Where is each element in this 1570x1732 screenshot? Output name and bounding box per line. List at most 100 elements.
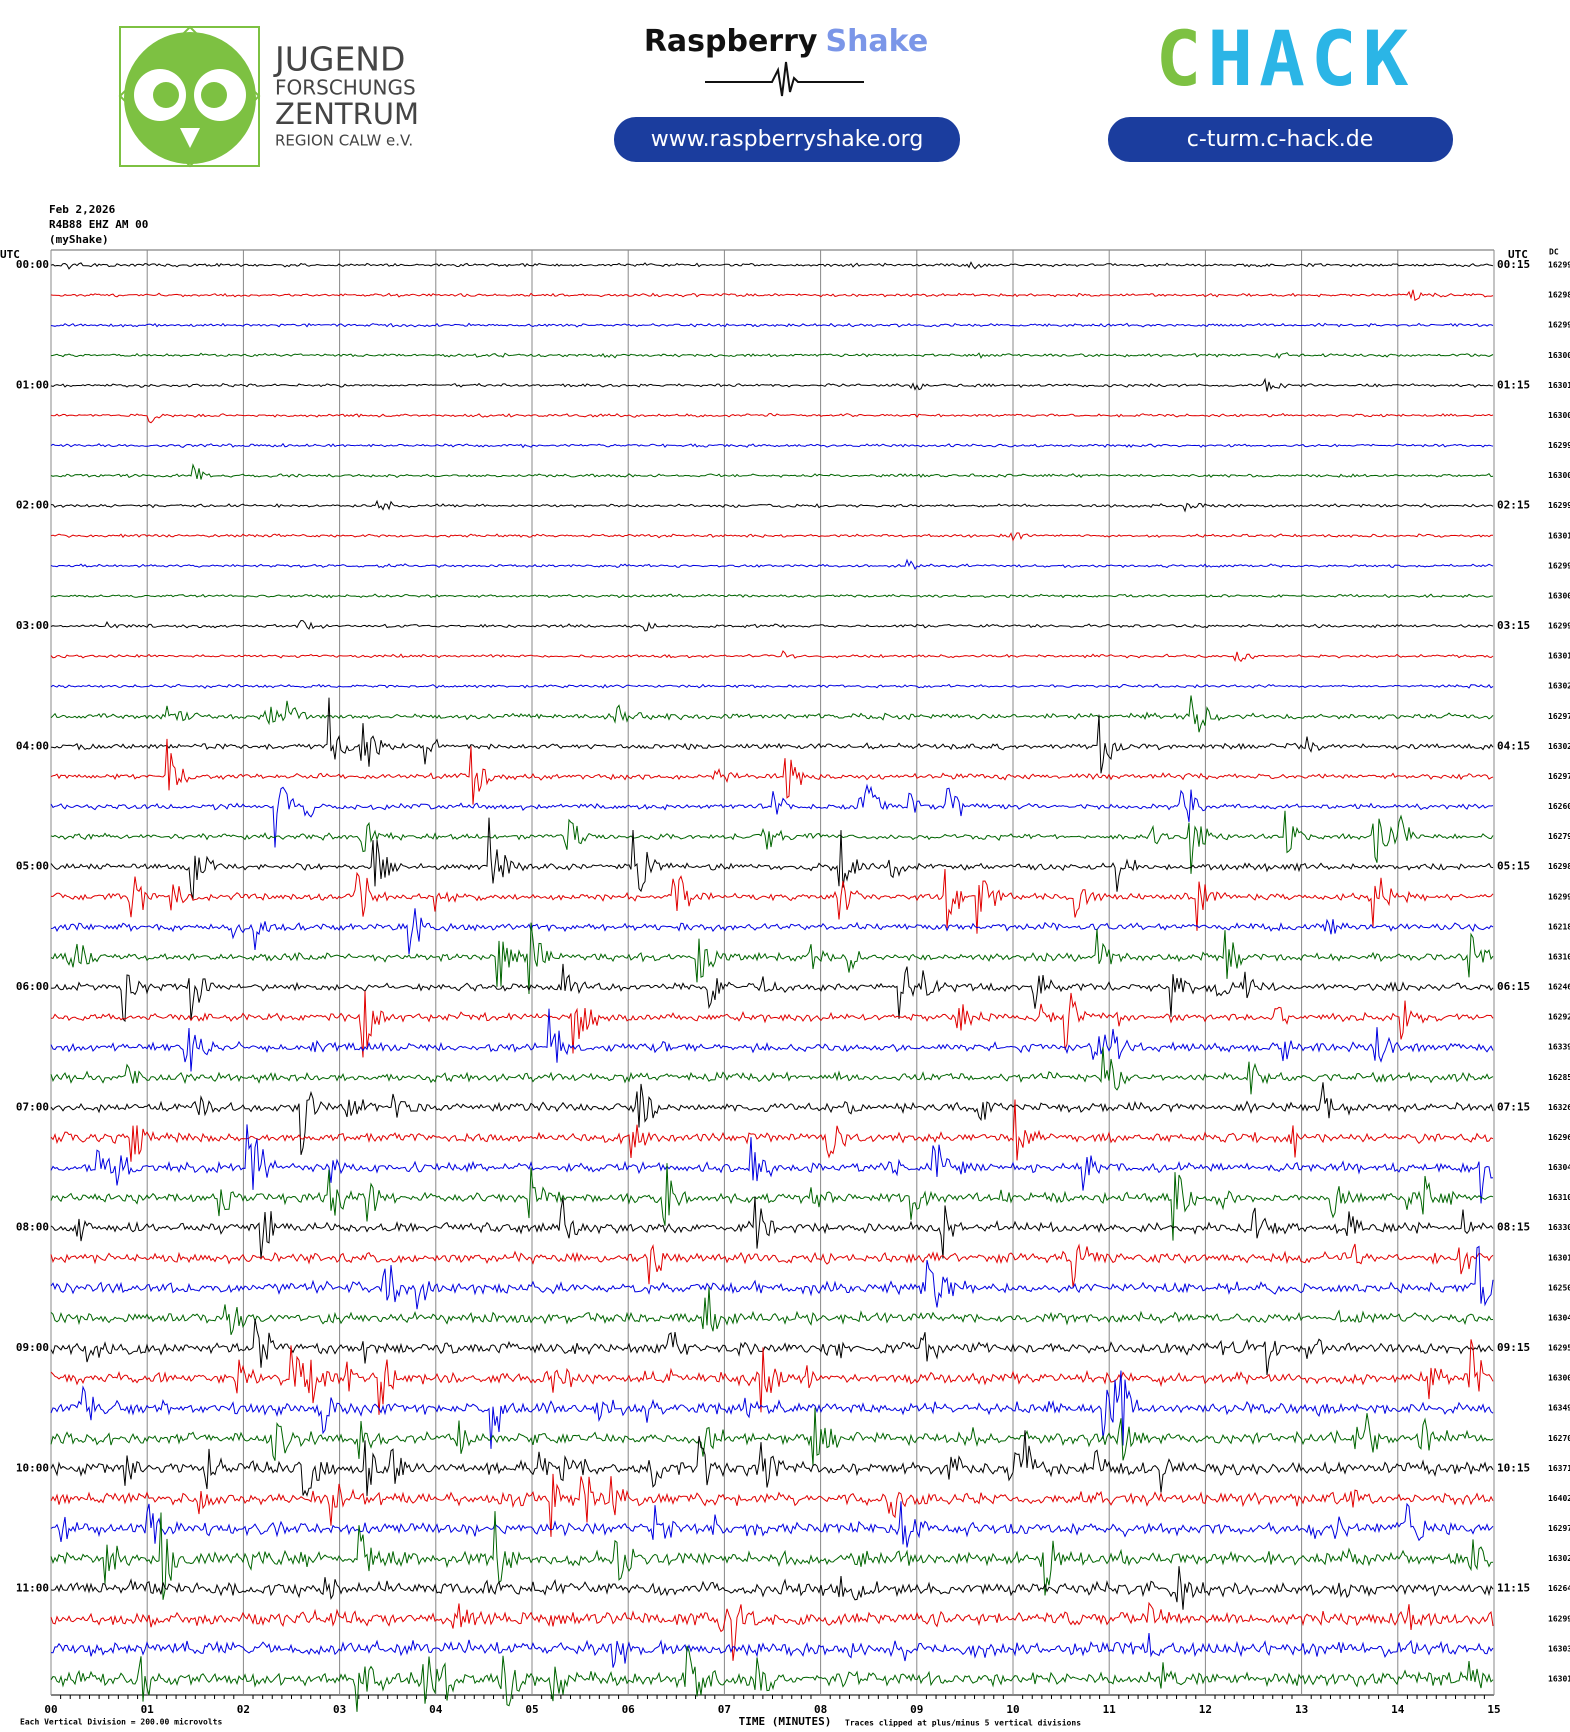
trace	[50, 1196, 1494, 1260]
x-tick-label: 11	[1103, 1703, 1117, 1716]
trace	[50, 619, 1494, 632]
scale-note: Each Vertical Division = 200.00 microvol…	[20, 1717, 222, 1727]
trace	[50, 1287, 1494, 1335]
trace	[50, 1473, 1494, 1537]
x-tick-label: 02	[237, 1703, 250, 1716]
trace	[50, 1566, 1494, 1610]
trace	[50, 697, 1494, 774]
rs-logo: Raspberry Shake www.raspberryshake.org	[614, 24, 960, 162]
dc-value: 16371	[1548, 1464, 1570, 1473]
station: R4B88 EHZ AM 00	[49, 218, 148, 231]
dc-value: 16302	[1548, 1554, 1570, 1563]
trace	[50, 1008, 1494, 1072]
dc-value: 16310	[1548, 952, 1570, 961]
dc-value: 16218	[1548, 922, 1570, 931]
trace	[50, 810, 1494, 874]
trace	[50, 1339, 1494, 1415]
rs-url[interactable]: www.raspberryshake.org	[651, 127, 924, 152]
row-label-right: 11:15	[1497, 1582, 1530, 1595]
chack-url[interactable]: c-turm.c-hack.de	[1187, 127, 1373, 152]
trace	[50, 558, 1494, 571]
dc-value: 16326	[1548, 1103, 1570, 1112]
chack-hack: HACK	[1207, 14, 1414, 103]
dc-value: 16299	[1548, 261, 1570, 270]
jfz-text: JUGEND	[273, 40, 405, 79]
dc-value: 16295	[1548, 1344, 1570, 1353]
trace	[50, 783, 1494, 848]
trace	[50, 1407, 1494, 1467]
trace	[50, 650, 1494, 663]
row-label: 08:00	[16, 1221, 49, 1234]
dc-value: 16299	[1548, 561, 1570, 570]
trace	[50, 352, 1494, 359]
trace	[50, 1243, 1494, 1287]
jfz-text: ZENTRUM	[275, 97, 419, 131]
trace	[50, 261, 1494, 270]
row-label-right: 09:15	[1497, 1341, 1530, 1354]
dc-value: 16304	[1548, 1163, 1570, 1172]
dc-value: 16298	[1548, 291, 1570, 300]
x-tick-label: 09	[910, 1703, 923, 1716]
trace	[50, 1082, 1494, 1155]
rs-word: Shake	[825, 24, 928, 59]
trace	[50, 289, 1494, 301]
x-tick-label: 10	[1006, 1703, 1019, 1716]
trace	[50, 1501, 1494, 1548]
trace	[50, 593, 1493, 599]
dc-value: 16301	[1548, 531, 1570, 540]
x-tick-label: 15	[1487, 1703, 1500, 1716]
row-label: 01:00	[16, 378, 49, 391]
chack-pill[interactable]	[1108, 117, 1453, 162]
row-label-right: 06:15	[1497, 980, 1530, 993]
dc-value: 16299	[1548, 441, 1570, 450]
row-label: 07:00	[16, 1100, 49, 1113]
dc-value: 16302	[1548, 742, 1570, 751]
rs-pill[interactable]	[614, 117, 960, 162]
x-tick-label: 14	[1391, 1703, 1405, 1716]
trace	[50, 922, 1494, 995]
trace	[50, 1430, 1494, 1497]
trace	[50, 1632, 1494, 1668]
trace	[50, 377, 1494, 392]
logo-beak	[180, 128, 200, 148]
row-label: 06:00	[16, 980, 49, 993]
trace	[50, 1601, 1494, 1661]
trace	[50, 463, 1494, 480]
dc-value: 16300	[1548, 411, 1570, 420]
x-tick-label: 04	[429, 1703, 443, 1716]
row-label: 04:00	[16, 739, 49, 752]
row-label: 09:00	[16, 1341, 49, 1354]
row-label: 03:00	[16, 619, 49, 632]
date: Feb 2,2026	[49, 203, 116, 216]
dc-value: 16297	[1548, 1524, 1570, 1533]
row-label-right: 01:15	[1497, 378, 1530, 391]
dc-value: 16270	[1548, 1434, 1570, 1443]
dc-value: 16292	[1548, 1013, 1570, 1022]
x-tick-label: 05	[525, 1703, 538, 1716]
x-tick-label: 12	[1199, 1703, 1212, 1716]
dc-value: 16304	[1548, 1313, 1570, 1322]
chack-logo: CHACK c-turm.c-hack.de	[1108, 14, 1453, 162]
dc-value: 16300	[1548, 1374, 1570, 1383]
dc-value: 16330	[1548, 1223, 1570, 1232]
row-label-right: 03:15	[1497, 619, 1530, 632]
dc-value: 16301	[1548, 652, 1570, 661]
dc-value: 16301	[1548, 1675, 1570, 1684]
dc-value: 16246	[1548, 983, 1570, 992]
trace	[50, 412, 1494, 424]
dc-value: 16296	[1548, 1133, 1570, 1142]
dc-value: 16303	[1548, 1644, 1570, 1653]
trace	[50, 499, 1494, 513]
trace	[50, 695, 1494, 733]
row-label-right: 08:15	[1497, 1221, 1530, 1234]
x-axis-label: TIME (MINUTES)	[739, 1715, 832, 1728]
row-label: 02:00	[16, 499, 49, 512]
dc-value: 16299	[1548, 501, 1570, 510]
dc-value: 16279	[1548, 832, 1570, 841]
row-label: 10:00	[16, 1461, 49, 1474]
trace	[50, 1046, 1494, 1095]
logo-pupil	[201, 82, 227, 108]
dc-value: 16264	[1548, 1584, 1570, 1593]
row-label-right: 04:15	[1497, 739, 1530, 752]
